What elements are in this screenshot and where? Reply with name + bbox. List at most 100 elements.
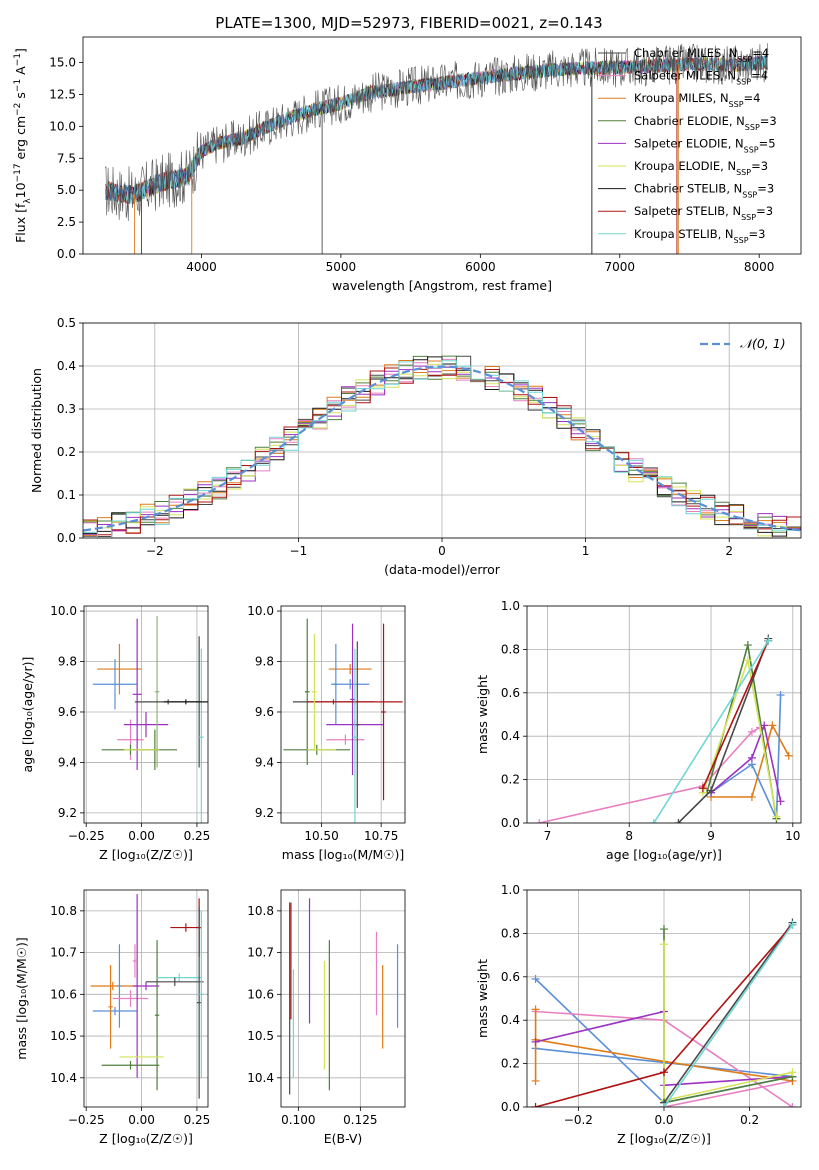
y-tick-label: 10.7 bbox=[50, 946, 77, 960]
mass_vs_ebv-errorbars bbox=[289, 898, 399, 1095]
axes-frame bbox=[83, 889, 209, 1108]
y-tick-label: 9.8 bbox=[255, 655, 274, 669]
x-axis-label: Z [log₁₀(Z/Z☉)] bbox=[99, 1131, 193, 1146]
legend-label: Salpeter MILES, NSSP=4 bbox=[634, 69, 768, 87]
y-tick-label: 0.2 bbox=[501, 1057, 520, 1071]
y-axis-label: Flux [fλ10−17 erg cm−2 s−1 A−1] bbox=[13, 48, 33, 243]
histogram-steps bbox=[83, 355, 801, 538]
x-tick-label: 8 bbox=[625, 829, 633, 843]
weight-point-marker bbox=[698, 784, 707, 793]
y-tick-label: 10.6 bbox=[247, 987, 274, 1001]
mass_vs_ebv-frame: 0.100 0.125 10.4 10.5 10.6 10.7 10.8 E(B-V) bbox=[247, 889, 406, 1146]
weight-point-marker bbox=[531, 1076, 540, 1085]
legend-label: Chabrier MILES, NSSP=4 bbox=[634, 46, 769, 64]
x-tick-label: 0.25 bbox=[184, 829, 211, 843]
y-tick-label: 0.8 bbox=[501, 926, 520, 940]
spectrum-frame: 4000 5000 6000 7000 8000 0.0 2.5 5.0 7.5 10.0 12.5… bbox=[49, 36, 802, 293]
weight-series-line bbox=[535, 1010, 665, 1043]
weight-point-marker bbox=[768, 721, 777, 730]
y-tick-label: 10.4 bbox=[247, 1071, 274, 1085]
weight_vs_age-frame: 7 8 9 10 0.0 0.2 0.4 0.6 0.8 1.0 age [log₁₀(age/yr… bbox=[501, 599, 802, 862]
weight-point-marker bbox=[660, 1103, 668, 1107]
x-tick-label: 10.50 bbox=[304, 829, 338, 843]
weight-series-line bbox=[663, 924, 794, 1107]
weight-series-line bbox=[702, 640, 770, 789]
weight-point-marker bbox=[776, 690, 785, 699]
age_vs_mass-errorbars bbox=[283, 618, 403, 823]
x-tick-label: 0.0 bbox=[654, 1113, 673, 1127]
spectrum-legend: Chabrier MILES, NSSP=4 Salpeter MILES, NS… bbox=[598, 46, 777, 244]
y-tick-label: 0.2 bbox=[57, 445, 76, 459]
y-axis-label: Normed distribution bbox=[29, 368, 44, 493]
x-axis-label: Z [log₁₀(Z/Z☉)] bbox=[99, 847, 193, 862]
weight-series-line bbox=[711, 723, 790, 798]
weight-point-marker bbox=[743, 656, 752, 665]
weight_vs_Z-lines bbox=[531, 918, 797, 1107]
weight-series-line bbox=[710, 722, 782, 802]
weight-point-marker bbox=[660, 1068, 668, 1077]
mass_vs_Z-frame: −0.25 0.00 0.25 10.4 10.5 10.6 10.7 10.8 Z [log₁… bbox=[50, 889, 210, 1146]
legend-label: 𝒩(0, 1) bbox=[740, 336, 786, 351]
weight-point-marker bbox=[747, 727, 756, 736]
legend-label: Salpeter ELODIE, NSSP=5 bbox=[634, 136, 776, 154]
x-tick-label: −2 bbox=[146, 544, 164, 558]
y-tick-label: 1.0 bbox=[501, 599, 520, 613]
y-tick-label: 0.4 bbox=[501, 729, 520, 743]
x-tick-label: 4000 bbox=[186, 260, 217, 274]
axes-frame bbox=[83, 605, 209, 824]
weight-series-line bbox=[663, 1075, 793, 1087]
weight-series-line bbox=[663, 922, 794, 1104]
mass_vs_Z-errorbars bbox=[90, 894, 204, 1099]
y-tick-label: 7.5 bbox=[57, 151, 76, 165]
y-tick-label: 12.5 bbox=[49, 87, 76, 101]
y-axis-label: mass [log₁₀(M/M☉)] bbox=[14, 937, 29, 1059]
mass_vs_Z-axes bbox=[84, 890, 208, 1107]
x-tick-label: 10.75 bbox=[364, 829, 398, 843]
x-axis-label: (data-model)/error bbox=[384, 562, 501, 577]
weight-point-marker bbox=[531, 974, 540, 983]
x-tick-label: 5000 bbox=[326, 260, 357, 274]
weight-series-line bbox=[539, 726, 761, 823]
y-tick-label: 0.6 bbox=[501, 970, 520, 984]
x-axis-label: E(B-V) bbox=[324, 1131, 363, 1146]
x-tick-label: 8000 bbox=[744, 260, 775, 274]
mass_vs_ebv-axes bbox=[281, 890, 405, 1107]
legend-label: Kroupa ELODIE, NSSP=3 bbox=[634, 159, 768, 177]
x-tick-label: 2 bbox=[725, 544, 733, 558]
weight-point-marker bbox=[743, 641, 752, 650]
age_vs_Z-errorbars bbox=[92, 616, 208, 823]
y-tick-label: 2.5 bbox=[57, 215, 76, 229]
legend-label: Kroupa STELIB, NSSP=3 bbox=[634, 227, 765, 245]
histogram-series bbox=[83, 367, 801, 536]
axes-frame bbox=[280, 605, 406, 824]
y-tick-label: 10.0 bbox=[49, 119, 76, 133]
histogram-series bbox=[83, 363, 801, 538]
weight-point-marker bbox=[531, 1037, 540, 1046]
residuals-frame: −2 −1 0 1 2 0.0 0.1 0.2 0.3 0.4 0.5 (data-model)/er… bbox=[57, 316, 802, 577]
y-tick-label: 10.8 bbox=[247, 904, 274, 918]
weight-point-marker bbox=[660, 925, 668, 934]
weight-point-marker bbox=[707, 786, 716, 795]
x-tick-label: 9 bbox=[707, 829, 715, 843]
weight-series-line bbox=[663, 1080, 793, 1107]
x-tick-label: 0.00 bbox=[128, 829, 155, 843]
legend-label: Chabrier STELIB, NSSP=3 bbox=[634, 182, 774, 200]
legend-label: Salpeter STELIB, NSSP=3 bbox=[634, 204, 773, 222]
x-tick-label: −0.25 bbox=[68, 829, 105, 843]
weight_vs_Z-frame: −0.2 0.0 0.2 0.0 0.2 0.4 0.6 0.8 1.0 Z [log₁₀(Z/Z… bbox=[501, 883, 802, 1146]
x-tick-label: 1 bbox=[582, 544, 590, 558]
y-tick-label: 9.8 bbox=[58, 655, 77, 669]
y-axis-label: age [log₁₀(age/yr)] bbox=[20, 657, 35, 773]
weight-point-marker bbox=[788, 920, 797, 929]
weight-point-marker bbox=[772, 812, 781, 821]
y-tick-label: 15.0 bbox=[49, 56, 76, 70]
x-tick-label: −0.25 bbox=[68, 1113, 105, 1127]
weight-point-marker bbox=[764, 636, 773, 645]
y-tick-label: 10.8 bbox=[50, 904, 77, 918]
y-tick-label: 10.4 bbox=[50, 1071, 77, 1085]
y-tick-label: 9.4 bbox=[58, 755, 77, 769]
y-tick-label: 0.4 bbox=[501, 1013, 520, 1027]
y-tick-label: 0.8 bbox=[501, 642, 520, 656]
weight-point-marker bbox=[531, 1103, 540, 1107]
